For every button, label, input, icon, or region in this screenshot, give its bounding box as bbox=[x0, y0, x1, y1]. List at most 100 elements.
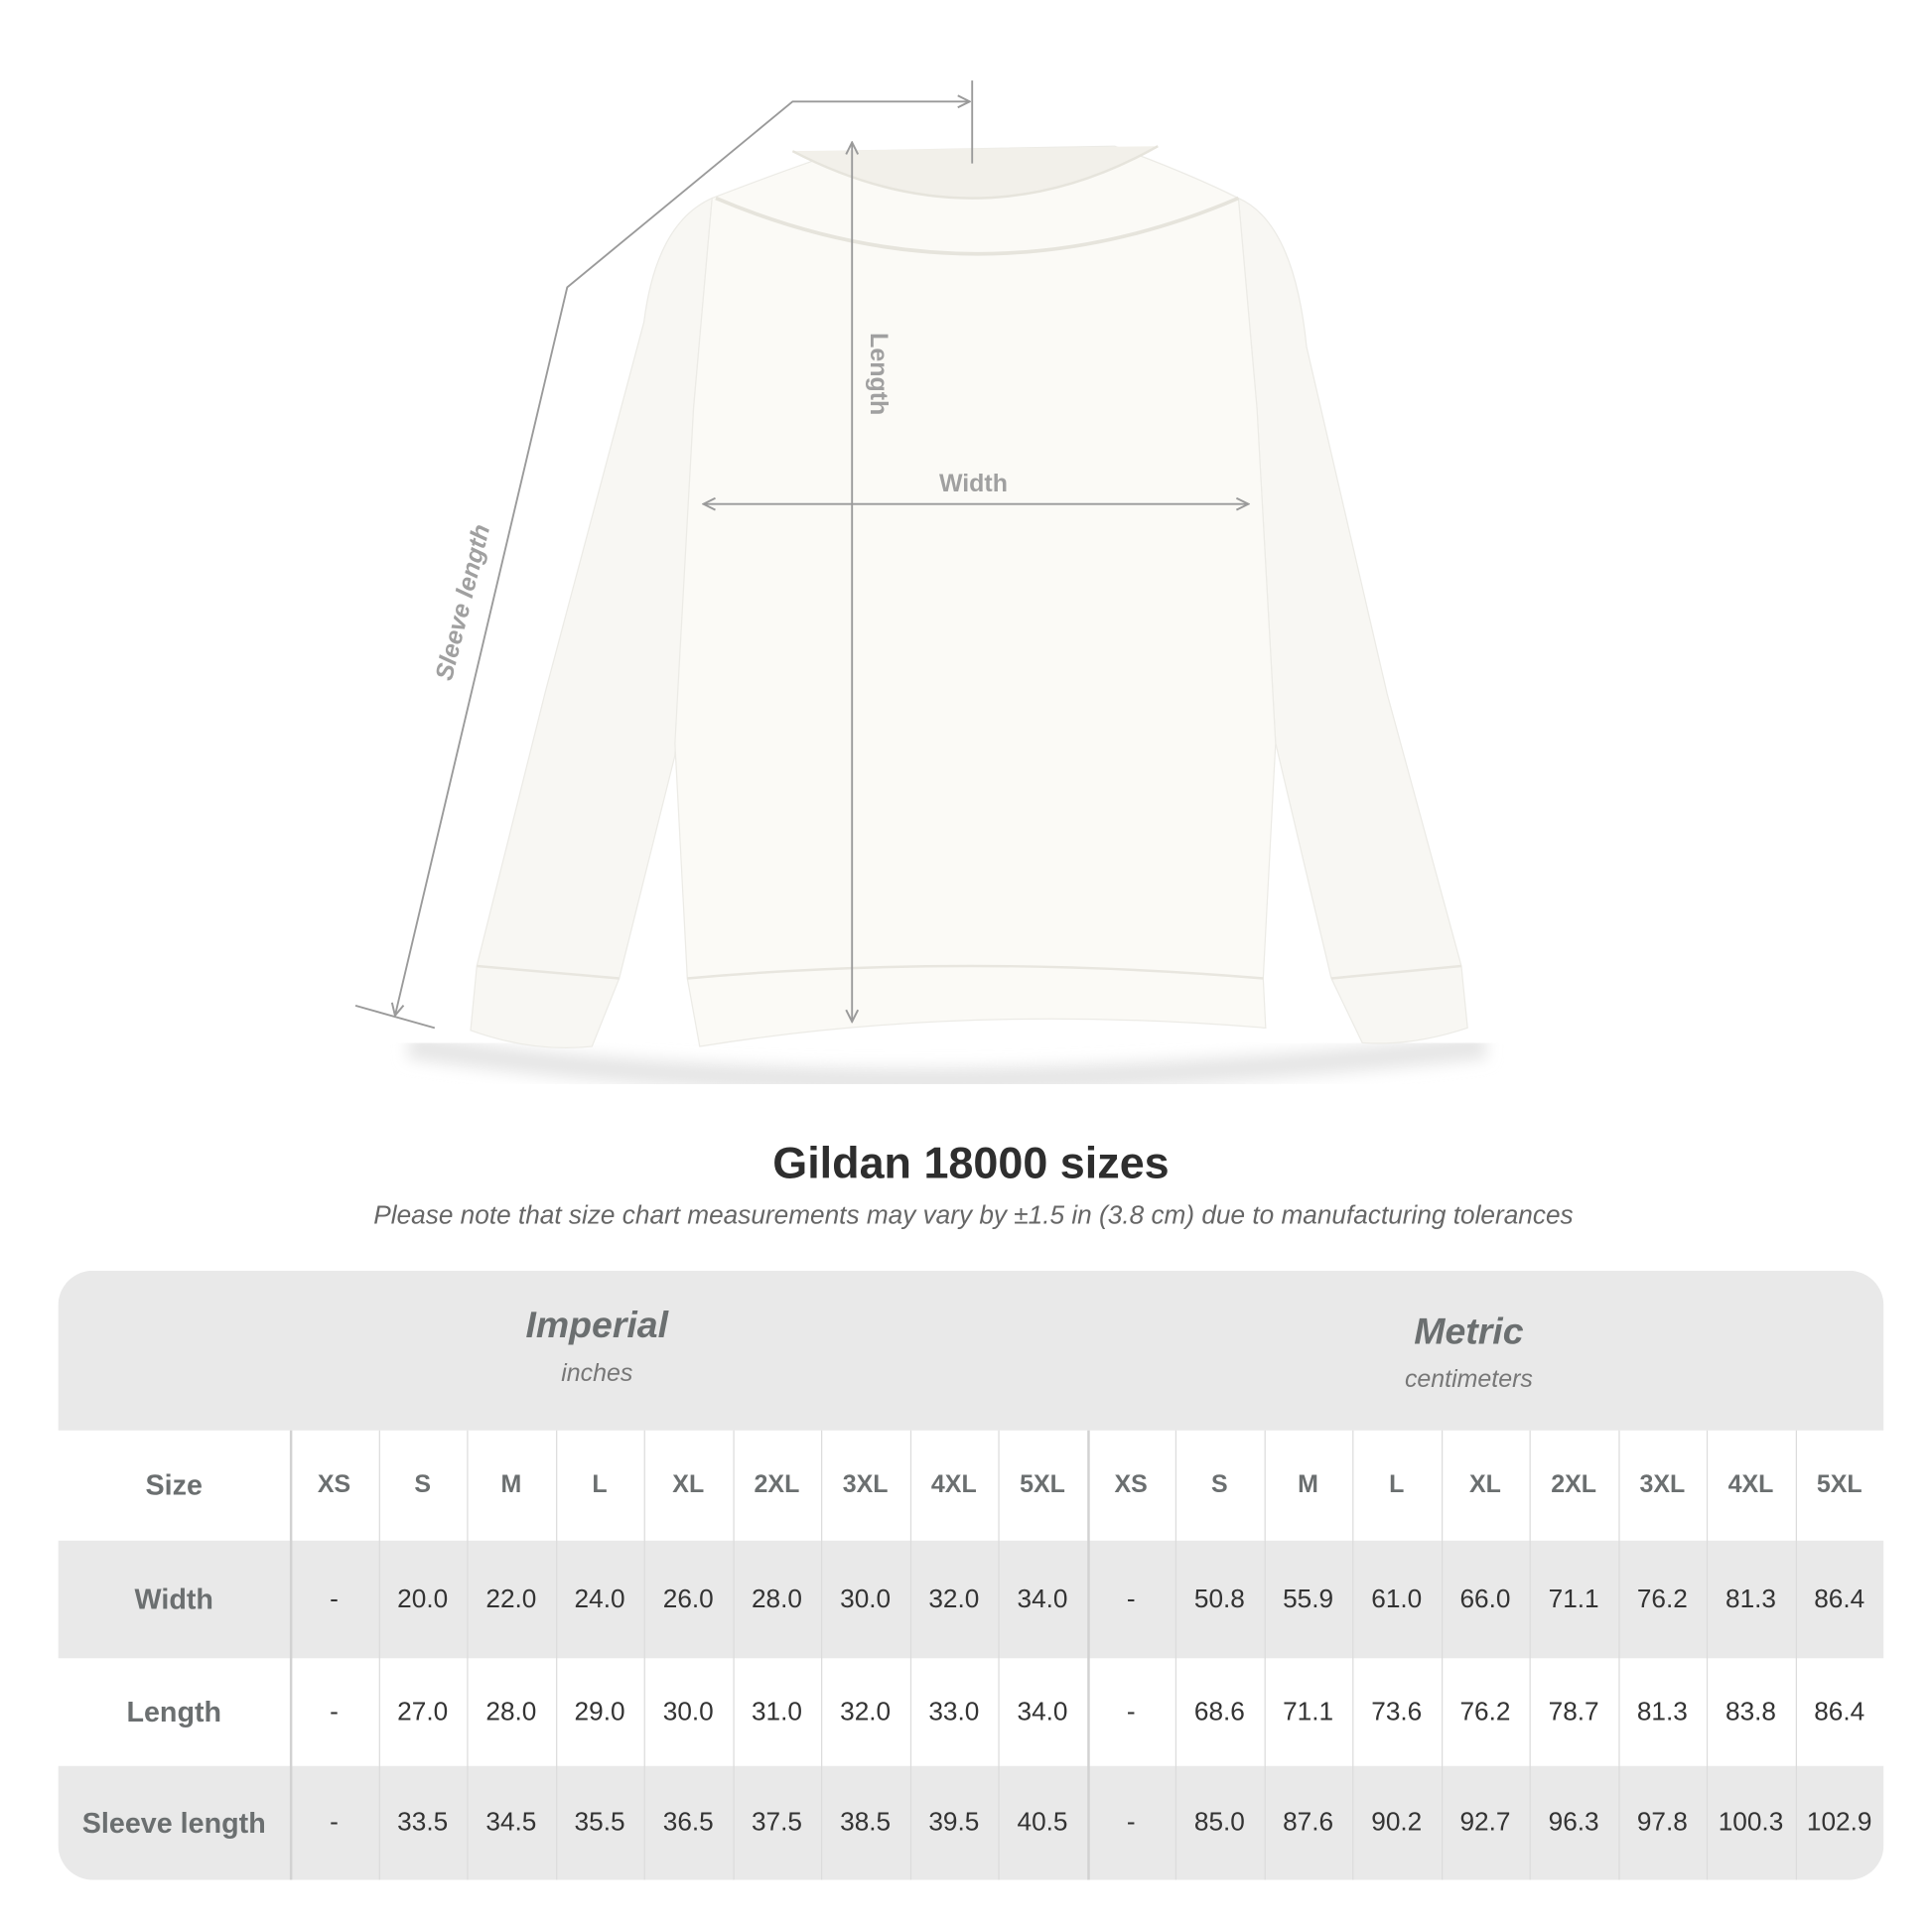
sweatshirt-image bbox=[406, 145, 1488, 1093]
table-cell: 40.5 bbox=[1017, 1808, 1068, 1837]
table-cell: 26.0 bbox=[662, 1585, 714, 1613]
metric-header: Metric centimeters bbox=[1302, 1311, 1636, 1395]
column-divider bbox=[1174, 1430, 1177, 1880]
table-cell: 34.5 bbox=[485, 1808, 537, 1837]
table-cell: 30.0 bbox=[662, 1697, 714, 1726]
table-cell: 90.2 bbox=[1371, 1808, 1423, 1837]
size-imperial-xl: XL bbox=[672, 1470, 705, 1499]
table-cell: 76.2 bbox=[1459, 1697, 1511, 1726]
column-divider bbox=[909, 1430, 911, 1880]
table-cell: 85.0 bbox=[1193, 1808, 1245, 1837]
table-cell: 39.5 bbox=[928, 1808, 980, 1837]
column-divider bbox=[555, 1430, 557, 1880]
size-metric-xl: XL bbox=[1469, 1470, 1501, 1499]
table-cell: - bbox=[330, 1808, 339, 1837]
row-label: Length bbox=[126, 1695, 222, 1728]
size-imperial-4xl: 4XL bbox=[930, 1470, 977, 1499]
size-table: Imperial inches Metric centimeters Size X… bbox=[58, 1270, 1884, 1880]
size-metric-xs: XS bbox=[1114, 1470, 1148, 1499]
table-cell: 78.7 bbox=[1548, 1697, 1599, 1726]
table-cell: 76.2 bbox=[1636, 1585, 1688, 1613]
table-cell: 61.0 bbox=[1371, 1585, 1423, 1613]
table-cell: - bbox=[330, 1697, 339, 1726]
table-cell: 68.6 bbox=[1193, 1697, 1245, 1726]
table-cell: 36.5 bbox=[662, 1808, 714, 1837]
column-divider bbox=[1706, 1430, 1709, 1880]
table-cell: 33.5 bbox=[397, 1808, 449, 1837]
table-cell: 22.0 bbox=[485, 1585, 537, 1613]
column-divider bbox=[998, 1430, 1000, 1880]
table-cell: 86.4 bbox=[1814, 1585, 1865, 1613]
size-imperial-5xl: 5XL bbox=[1020, 1470, 1065, 1499]
sleeve-length-arrow bbox=[395, 101, 970, 1016]
tolerance-note: Please note that size chart measurements… bbox=[373, 1200, 1574, 1230]
column-divider bbox=[467, 1430, 469, 1880]
column-divider bbox=[378, 1430, 380, 1880]
table-cell: 71.1 bbox=[1283, 1697, 1334, 1726]
table-cell: 35.5 bbox=[574, 1808, 625, 1837]
table-cell: 92.7 bbox=[1459, 1808, 1511, 1837]
column-divider bbox=[1086, 1430, 1090, 1880]
column-divider bbox=[289, 1430, 293, 1880]
table-cell: - bbox=[1126, 1808, 1136, 1837]
size-metric-m: M bbox=[1298, 1470, 1318, 1499]
table-cell: 32.0 bbox=[928, 1585, 980, 1613]
table-cell: 20.0 bbox=[397, 1585, 449, 1613]
table-cell: 50.8 bbox=[1193, 1585, 1245, 1613]
table-cell: 24.0 bbox=[574, 1585, 625, 1613]
table-cell: 37.5 bbox=[751, 1808, 802, 1837]
table-header-band bbox=[58, 1270, 1884, 1431]
column-divider bbox=[1529, 1430, 1531, 1880]
table-cell: 81.3 bbox=[1725, 1585, 1777, 1613]
table-cell: 28.0 bbox=[751, 1585, 802, 1613]
size-header: Size bbox=[145, 1468, 203, 1501]
sweatshirt-diagram: Length Width Sleeve length bbox=[354, 80, 1488, 1093]
table-cell: 71.1 bbox=[1548, 1585, 1599, 1613]
size-metric-2xl: 2XL bbox=[1551, 1470, 1597, 1499]
column-divider bbox=[643, 1430, 645, 1880]
size-metric-s: S bbox=[1211, 1470, 1228, 1499]
table-cell: 81.3 bbox=[1636, 1697, 1688, 1726]
size-metric-5xl: 5XL bbox=[1816, 1470, 1863, 1499]
imperial-unit: inches bbox=[561, 1359, 633, 1388]
row-band bbox=[58, 1765, 1884, 1880]
imperial-title: Imperial bbox=[525, 1305, 669, 1346]
table-cell: 27.0 bbox=[397, 1697, 449, 1726]
size-imperial-m: M bbox=[500, 1470, 522, 1499]
table-cell: 86.4 bbox=[1814, 1697, 1865, 1726]
table-cell: - bbox=[1126, 1585, 1136, 1613]
table-cell: 32.0 bbox=[840, 1697, 892, 1726]
length-label: Length bbox=[865, 333, 893, 415]
sleeve-length-label: Sleeve length bbox=[430, 521, 495, 683]
metric-title: Metric bbox=[1414, 1311, 1524, 1353]
size-imperial-2xl: 2XL bbox=[754, 1470, 800, 1499]
table-cell: - bbox=[1126, 1697, 1136, 1726]
table-cell: 55.9 bbox=[1283, 1585, 1334, 1613]
metric-unit: centimeters bbox=[1404, 1365, 1533, 1394]
size-imperial-3xl: 3XL bbox=[842, 1470, 889, 1499]
table-cell: 38.5 bbox=[840, 1808, 892, 1837]
table-cell: 96.3 bbox=[1548, 1808, 1599, 1837]
size-metric-3xl: 3XL bbox=[1639, 1470, 1686, 1499]
size-metric-l: L bbox=[1389, 1470, 1405, 1499]
imperial-header: Imperial inches bbox=[430, 1306, 764, 1389]
table-cell: 30.0 bbox=[840, 1585, 892, 1613]
table-cell: 33.0 bbox=[928, 1697, 980, 1726]
size-imperial-xs: XS bbox=[317, 1470, 351, 1499]
row-band bbox=[58, 1540, 1884, 1659]
column-divider bbox=[1352, 1430, 1354, 1880]
column-divider bbox=[821, 1430, 823, 1880]
size-imperial-l: L bbox=[592, 1470, 608, 1499]
chart-title: Gildan 18000 sizes bbox=[772, 1137, 1170, 1188]
column-divider bbox=[1795, 1430, 1797, 1880]
table-cell: 28.0 bbox=[485, 1697, 537, 1726]
table-cell: 102.9 bbox=[1806, 1808, 1872, 1837]
row-label: Sleeve length bbox=[81, 1806, 266, 1839]
column-divider bbox=[1441, 1430, 1443, 1880]
table-cell: 97.8 bbox=[1636, 1808, 1688, 1837]
column-divider bbox=[1617, 1430, 1619, 1880]
table-cell: 31.0 bbox=[751, 1697, 802, 1726]
width-label: Width bbox=[939, 470, 1008, 497]
table-cell: 29.0 bbox=[574, 1697, 625, 1726]
table-cell: 87.6 bbox=[1283, 1808, 1334, 1837]
